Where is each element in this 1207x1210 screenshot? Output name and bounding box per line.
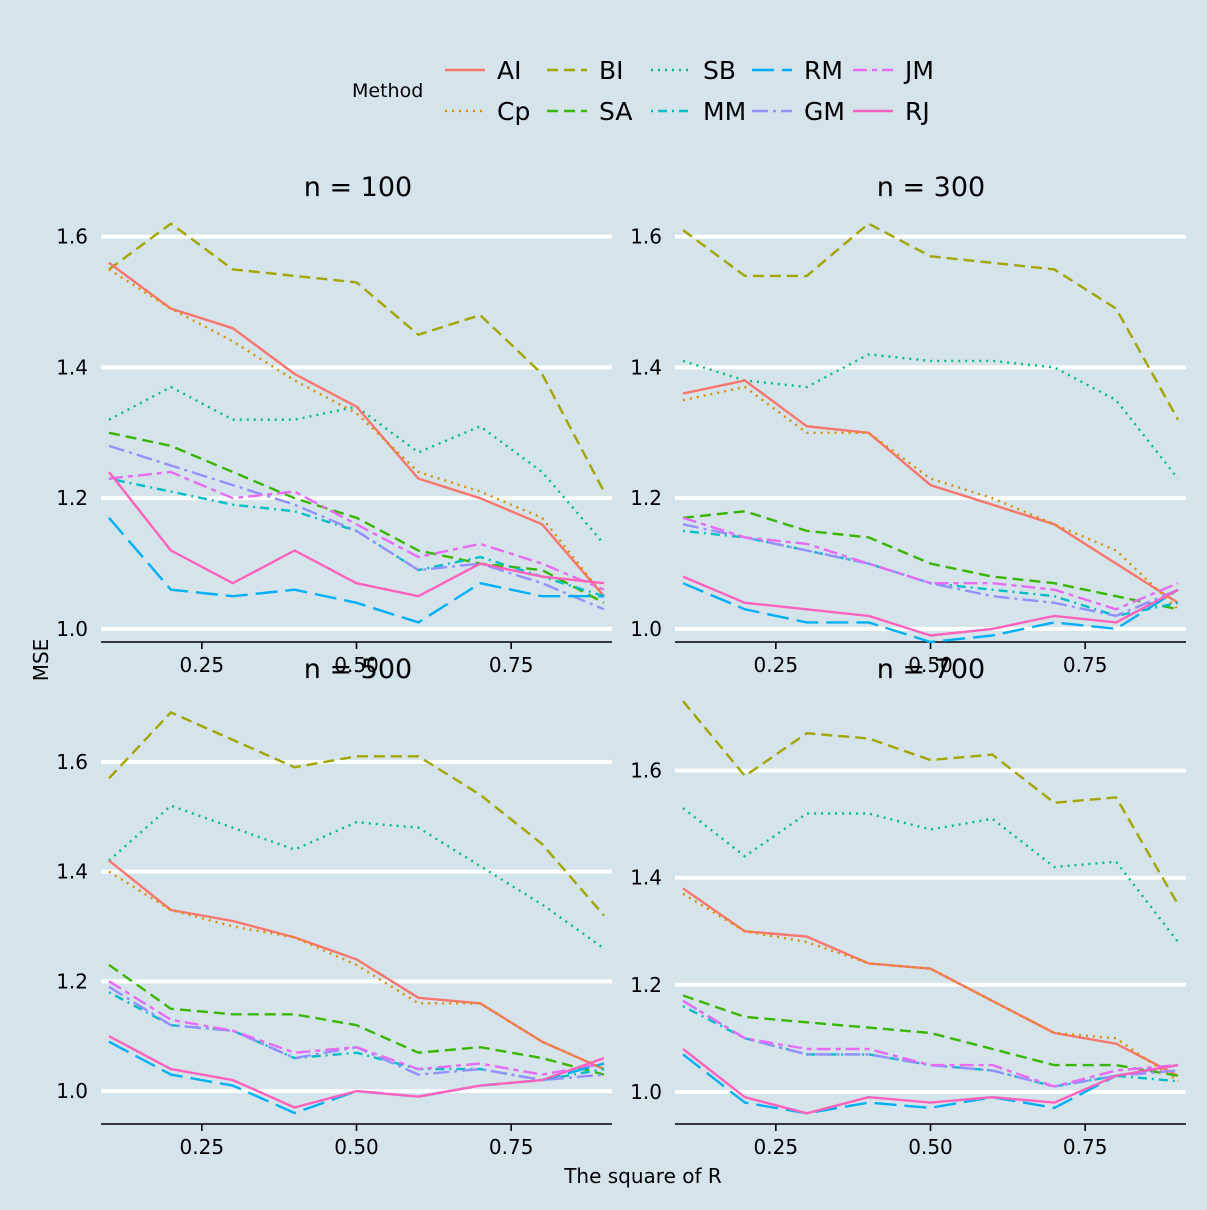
y-tick-label: 1.6 bbox=[630, 759, 662, 783]
facet-title: n = 300 bbox=[877, 172, 985, 203]
facet-panels: n = 100 1.0 1.2 1.4 1.6 0.25 0.50 0.75 n = 300 1.… bbox=[56, 172, 1186, 1159]
legend-label-sa: SA bbox=[599, 97, 632, 126]
y-tick-label: 1.0 bbox=[630, 617, 662, 641]
facet-title: n = 500 bbox=[304, 654, 412, 685]
series-line-gm bbox=[682, 523, 1179, 618]
x-tick-label: 0.75 bbox=[1063, 1135, 1108, 1159]
legend-label-rm: RM bbox=[804, 56, 843, 85]
y-tick-label: 1.2 bbox=[630, 486, 662, 510]
x-axis-title: The square of R bbox=[563, 1164, 722, 1188]
facet-panel-n-300: n = 300 1.0 1.2 1.4 1.6 0.25 0.50 0.75 bbox=[630, 172, 1186, 677]
x-tick-label: 0.25 bbox=[180, 1135, 225, 1159]
x-tick-label: 0.75 bbox=[1063, 653, 1108, 677]
series-line-rm bbox=[682, 1053, 1179, 1115]
series-line-cp bbox=[682, 385, 1179, 611]
y-tick-label: 1.2 bbox=[630, 973, 662, 997]
series-line-cp bbox=[108, 268, 605, 597]
series-line-rm bbox=[108, 517, 604, 624]
series-line-cp bbox=[682, 892, 1179, 1083]
series-line-mm bbox=[108, 991, 605, 1082]
series-line-rj bbox=[682, 1048, 1179, 1115]
series-line-sa bbox=[108, 963, 605, 1076]
chart-legend: Method AI BI SB RM JM Cp SA MM GM RJ bbox=[352, 56, 934, 126]
series-line-rj bbox=[108, 471, 605, 598]
x-tick-label: 0.50 bbox=[908, 653, 953, 677]
x-tick-label: 0.25 bbox=[180, 653, 225, 677]
x-tick-label: 0.50 bbox=[908, 1135, 953, 1159]
series-line-rj bbox=[108, 1035, 605, 1109]
legend-label-bi: BI bbox=[599, 56, 624, 85]
series-line-jm bbox=[682, 999, 1179, 1088]
legend-label-gm: GM bbox=[804, 97, 845, 126]
series-line-bi bbox=[682, 222, 1180, 421]
facet-panel-n-100: n = 100 1.0 1.2 1.4 1.6 0.25 0.50 0.75 bbox=[56, 172, 612, 677]
x-tick-label: 0.50 bbox=[334, 1135, 379, 1159]
series-line-cp bbox=[108, 870, 605, 1071]
y-tick-label: 1.4 bbox=[630, 866, 662, 890]
legend-label-jm: JM bbox=[903, 56, 934, 85]
y-tick-label: 1.0 bbox=[56, 617, 88, 641]
series-line-sb bbox=[108, 804, 605, 950]
series-line-ai bbox=[682, 887, 1179, 1077]
y-tick-label: 1.6 bbox=[630, 225, 662, 249]
series-line-rm bbox=[682, 582, 1179, 644]
facet-title: n = 700 bbox=[877, 654, 985, 685]
legend-label-sb: SB bbox=[703, 56, 736, 85]
x-tick-label: 0.75 bbox=[489, 653, 534, 677]
y-tick-label: 1.0 bbox=[56, 1079, 88, 1103]
series-line-sb bbox=[682, 807, 1179, 943]
series-line-bi bbox=[682, 700, 1180, 906]
series-line-jm bbox=[108, 470, 605, 591]
x-tick-label: 0.50 bbox=[334, 653, 379, 677]
y-tick-label: 1.4 bbox=[56, 860, 88, 884]
series-line-rj bbox=[682, 575, 1179, 637]
y-axis-title: MSE bbox=[29, 639, 53, 682]
series-line-sb bbox=[682, 353, 1179, 480]
series-line-jm bbox=[108, 980, 605, 1076]
y-tick-label: 1.6 bbox=[56, 225, 88, 249]
legend-label-cp: Cp bbox=[497, 97, 530, 126]
x-tick-label: 0.75 bbox=[489, 1135, 534, 1159]
legend-label-rj: RJ bbox=[905, 97, 930, 126]
series-line-ai bbox=[108, 261, 605, 597]
facet-title: n = 100 bbox=[304, 172, 412, 203]
legend-title: Method bbox=[352, 80, 423, 102]
facet-panel-n-500: n = 500 1.0 1.2 1.4 1.6 0.25 0.50 0.75 bbox=[56, 654, 612, 1159]
legend-label-ai: AI bbox=[497, 56, 521, 85]
facet-panel-n-700: n = 700 1.0 1.2 1.4 1.6 0.25 0.50 0.75 bbox=[630, 654, 1186, 1159]
series-line-sa bbox=[108, 431, 605, 604]
series-line-ai bbox=[108, 859, 605, 1071]
y-tick-label: 1.4 bbox=[56, 355, 88, 379]
legend-label-mm: MM bbox=[703, 97, 746, 126]
series-line-bi bbox=[108, 222, 606, 493]
series-line-gm bbox=[108, 444, 605, 611]
y-tick-label: 1.2 bbox=[56, 969, 88, 993]
series-line-gm bbox=[682, 999, 1179, 1088]
series-line-sa bbox=[682, 510, 1179, 611]
y-tick-label: 1.4 bbox=[630, 355, 662, 379]
y-tick-label: 1.6 bbox=[56, 750, 88, 774]
series-line-ai bbox=[682, 379, 1179, 604]
y-tick-label: 1.0 bbox=[630, 1080, 662, 1104]
series-line-bi bbox=[108, 711, 605, 917]
y-tick-label: 1.2 bbox=[56, 486, 88, 510]
x-tick-label: 0.25 bbox=[754, 653, 799, 677]
x-tick-label: 0.25 bbox=[754, 1135, 799, 1159]
series-line-sa bbox=[682, 994, 1179, 1077]
